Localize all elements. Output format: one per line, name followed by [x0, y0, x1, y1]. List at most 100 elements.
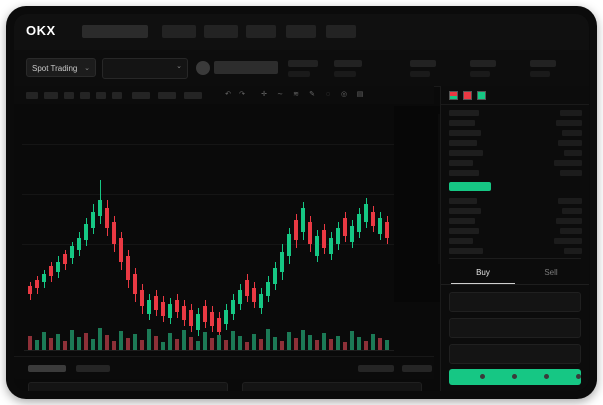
order-book-ask-row[interactable]: [449, 140, 477, 146]
candle-body: [203, 306, 207, 322]
page-dot-4[interactable]: [544, 374, 549, 379]
volume-bar: [49, 338, 53, 350]
order-amount-field[interactable]: [449, 318, 581, 338]
nav-item-1[interactable]: [82, 25, 148, 38]
tab-buy[interactable]: Buy: [476, 268, 490, 277]
tablet-device-frame: OKX Spot Trading ⌄ ⌄ ↶ ↷ ✛ ∼ ≋ ✎ ◌ ◎ ▤: [6, 6, 597, 399]
volume-bar: [168, 333, 172, 350]
order-book-mid-price: [449, 182, 491, 191]
trendline-icon[interactable]: ∼: [277, 91, 283, 98]
order-book-ask-row[interactable]: [449, 160, 473, 166]
toolbar-timeframe-4[interactable]: [80, 92, 90, 99]
volume-series: [14, 300, 434, 356]
page-dot-3[interactable]: [512, 374, 517, 379]
pair-search-input[interactable]: ⌄: [102, 58, 188, 79]
tab-sell[interactable]: Sell: [544, 268, 558, 277]
footer-tab-open-orders[interactable]: [28, 365, 66, 372]
magnet-icon[interactable]: ◌: [325, 91, 331, 98]
toolbar-indicator-3[interactable]: [184, 92, 202, 99]
footer-tab-order-history[interactable]: [76, 365, 110, 372]
nav-item-6[interactable]: [326, 25, 356, 38]
nav-item-4[interactable]: [246, 25, 276, 38]
candle-body: [42, 274, 46, 282]
bottom-order-panel-right[interactable]: [242, 382, 422, 391]
nav-item-3[interactable]: [204, 25, 238, 38]
volume-bar: [154, 336, 158, 350]
volume-bar: [231, 331, 235, 350]
volume-bar: [77, 337, 81, 350]
volume-bar: [357, 337, 361, 350]
volume-bar: [329, 339, 333, 350]
candle-body: [259, 294, 263, 308]
order-book-bid-row[interactable]: [449, 208, 481, 214]
page-dot-2[interactable]: [480, 374, 485, 379]
orderbook-view-all-icon[interactable]: [449, 91, 458, 100]
undo-icon[interactable]: ↶: [225, 91, 231, 98]
trash-icon[interactable]: ▤: [356, 91, 364, 98]
volume-bar: [119, 331, 123, 350]
candle-body: [224, 310, 228, 324]
toolbar-indicator-1[interactable]: [132, 92, 150, 99]
orderbook-view-asks-icon[interactable]: [477, 91, 486, 100]
order-book-ask-row[interactable]: [449, 170, 479, 176]
redo-icon[interactable]: ↷: [239, 91, 245, 98]
order-total-field[interactable]: [449, 344, 581, 364]
volume-bar: [294, 338, 298, 350]
candle-body: [329, 238, 333, 254]
order-book-bid-row[interactable]: [449, 248, 483, 254]
volume-bar: [70, 330, 74, 350]
order-book-bid-row[interactable]: [449, 198, 477, 204]
candle-body: [182, 306, 186, 320]
market-type-dropdown[interactable]: Spot Trading ⌄: [26, 58, 96, 77]
candle-body: [119, 238, 123, 262]
candle-body: [378, 218, 382, 234]
order-book-ask-row[interactable]: [449, 110, 479, 116]
volume-bar: [385, 340, 389, 350]
price-chart[interactable]: [14, 104, 434, 356]
candle-body: [273, 268, 277, 284]
toolbar-indicator-2[interactable]: [158, 92, 176, 99]
order-book-ask-row[interactable]: [449, 150, 483, 156]
candle-body: [133, 274, 137, 294]
order-book-ask-row[interactable]: [449, 120, 475, 126]
candle-body: [364, 204, 368, 222]
nav-item-5[interactable]: [286, 25, 316, 38]
volume-bar: [84, 333, 88, 350]
toolbar-timeframe-3[interactable]: [64, 92, 74, 99]
chart-footer-tabs[interactable]: [14, 356, 434, 379]
volume-bar: [266, 329, 270, 350]
buy-sell-tabs[interactable]: Buy Sell: [441, 264, 589, 285]
nav-item-2[interactable]: [162, 25, 196, 38]
toolbar-timeframe-6[interactable]: [112, 92, 122, 99]
stat-high: [410, 60, 436, 67]
candle-body: [91, 212, 95, 228]
toolbar-timeframe-1[interactable]: [26, 92, 38, 99]
orderbook-view-bids-icon[interactable]: [463, 91, 472, 100]
page-dot-1[interactable]: [452, 374, 457, 379]
chart-toolbar[interactable]: ↶ ↷ ✛ ∼ ≋ ✎ ◌ ◎ ▤: [14, 86, 434, 105]
bottom-order-panel-left[interactable]: [28, 382, 228, 391]
order-book-bid-row[interactable]: [449, 228, 479, 234]
footer-tab-assets[interactable]: [358, 365, 394, 372]
eye-icon[interactable]: ◎: [340, 91, 348, 98]
crosshair-icon[interactable]: ✛: [261, 91, 267, 98]
active-tab-underline: [451, 283, 515, 284]
volume-bar: [308, 335, 312, 350]
toolbar-timeframe-5[interactable]: [96, 92, 106, 99]
volume-bar: [189, 337, 193, 350]
order-price-field[interactable]: [449, 292, 581, 312]
grid-line: [22, 244, 426, 245]
footer-tab-tools[interactable]: [402, 365, 432, 372]
okx-logo[interactable]: OKX: [26, 23, 56, 38]
toolbar-timeframe-2[interactable]: [44, 92, 58, 99]
volume-bar: [182, 330, 186, 350]
candlestick-series: [14, 104, 434, 338]
volume-bar: [378, 338, 382, 350]
fibonacci-icon[interactable]: ≋: [293, 91, 299, 98]
page-dot-5[interactable]: [576, 374, 581, 379]
order-book-bid-row[interactable]: [449, 238, 473, 244]
candle-body: [252, 288, 256, 302]
brush-icon[interactable]: ✎: [309, 91, 315, 98]
order-book-bid-row[interactable]: [449, 218, 475, 224]
order-book-ask-row[interactable]: [449, 130, 481, 136]
